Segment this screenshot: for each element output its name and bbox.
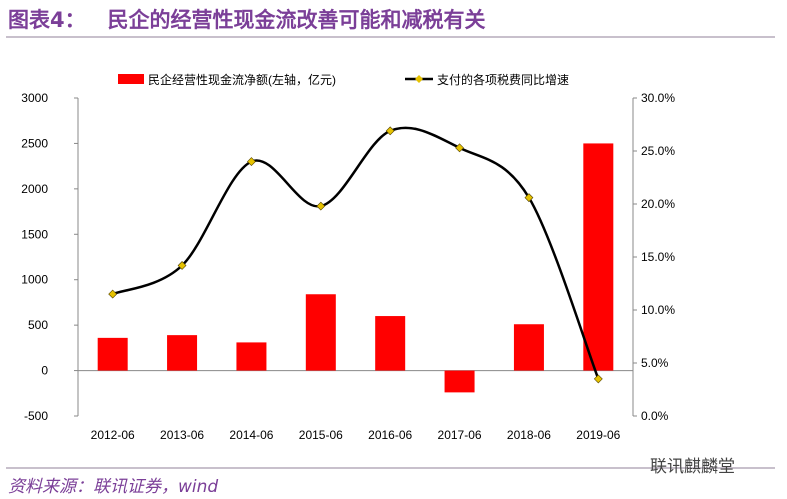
line-marker <box>247 157 256 167</box>
x-tick-label: 2018-06 <box>507 428 551 442</box>
right-tick-label: 5.0% <box>641 356 669 370</box>
legend-bar-swatch <box>118 74 144 84</box>
x-tick-label: 2012-06 <box>91 428 135 442</box>
legend-line-marker <box>415 75 423 83</box>
figure-title: 图表4： 民企的经营性现金流改善可能和减税有关 <box>8 8 486 32</box>
line-marker <box>385 126 395 136</box>
right-tick-label: 10.0% <box>641 303 675 317</box>
legend-bar-label: 民企经营性现金流净额(左轴，亿元) <box>148 72 336 87</box>
line-marker <box>316 201 326 211</box>
bar <box>167 335 198 371</box>
right-tick-label: 15.0% <box>641 250 675 264</box>
line-marker <box>177 261 187 270</box>
right-tick-label: 25.0% <box>641 144 675 158</box>
bar <box>444 370 475 393</box>
line-marker <box>593 374 603 384</box>
source-note: 资料来源：联讯证券，wind <box>8 477 219 497</box>
title-divider <box>6 36 775 38</box>
x-tick-label: 2014-06 <box>229 428 273 442</box>
line-marker <box>455 143 464 153</box>
left-tick-label: -500 <box>24 409 48 423</box>
bar <box>236 342 267 371</box>
left-tick-label: 0 <box>41 364 48 378</box>
right-tick-label: 20.0% <box>641 197 675 211</box>
right-tick-label: 0.0% <box>641 409 669 423</box>
left-tick-label: 500 <box>28 318 48 332</box>
left-tick-label: 1000 <box>21 273 48 287</box>
right-tick-label: 30.0% <box>641 91 675 105</box>
bar <box>375 316 406 371</box>
x-tick-label: 2015-06 <box>299 428 343 442</box>
bar <box>97 337 128 371</box>
footer-divider <box>6 467 775 469</box>
left-tick-label: 1500 <box>21 227 48 241</box>
line-marker <box>108 289 118 299</box>
left-tick-label: 2500 <box>21 136 48 150</box>
line-marker <box>524 193 534 203</box>
left-tick-label: 3000 <box>21 91 48 105</box>
x-tick-label: 2019-06 <box>576 428 620 442</box>
bar <box>513 324 544 371</box>
x-tick-label: 2017-06 <box>438 428 482 442</box>
left-tick-label: 2000 <box>21 182 48 196</box>
legend-line-label: 支付的各项税费同比增速 <box>437 72 569 87</box>
bar <box>305 294 336 371</box>
bar <box>583 143 614 371</box>
x-tick-label: 2013-06 <box>160 428 204 442</box>
watermark: 联讯麒麟堂 <box>650 457 735 477</box>
x-tick-label: 2016-06 <box>368 428 412 442</box>
